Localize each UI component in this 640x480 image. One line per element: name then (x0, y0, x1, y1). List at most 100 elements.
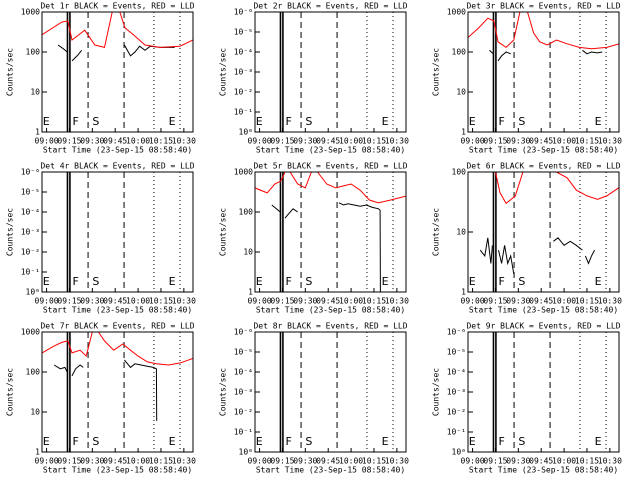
series-line (468, 172, 619, 205)
x-tick-label: 09:15 (57, 137, 81, 146)
y-tick-label: 10⁻² (234, 88, 253, 97)
x-tick-label: 10:00 (126, 297, 150, 306)
x-tick-label: 10:15 (362, 137, 386, 146)
plot-frame (254, 11, 407, 133)
x-tick-label: 10:00 (552, 137, 576, 146)
x-tick-label: 09:15 (270, 457, 294, 466)
interval-label: E (43, 435, 50, 448)
panel-title: Det 7r BLACK = Events, RED = LLD (40, 322, 194, 331)
y-axis-label: Counts/sec (6, 208, 15, 256)
series-line (42, 332, 193, 366)
x-tick-label: 10:30 (385, 137, 409, 146)
x-tick-label: 09:30 (293, 457, 317, 466)
interval-label: F (499, 115, 505, 128)
series-line (271, 202, 381, 292)
y-tick-label: 10⁻⁴ (21, 208, 40, 217)
y-tick-label: 10 (30, 408, 40, 417)
panel-title: Det 2r BLACK = Events, RED = LLD (253, 2, 407, 11)
y-tick-label: 10⁻⁵ (234, 348, 253, 357)
panel-title: Det 8r BLACK = Events, RED = LLD (253, 322, 407, 331)
x-tick-label: 09:30 (80, 457, 104, 466)
panel: Det 2r BLACK = Events, RED = LLD Start Ti… (219, 2, 410, 155)
y-tick-label: 10 (30, 88, 40, 97)
x-tick-label: 09:00 (461, 137, 485, 146)
x-axis-label: Start Time (23-Sep-15 08:58:40) (43, 146, 192, 155)
x-tick-label: 10:15 (362, 297, 386, 306)
interval-label: E (595, 275, 602, 288)
x-tick-label: 09:45 (529, 137, 553, 146)
panel: Det 7r BLACK = Events, RED = LLD Start Ti… (6, 322, 197, 475)
x-tick-label: 10:30 (598, 297, 622, 306)
interval-label: E (595, 435, 602, 448)
plot-frame (41, 331, 194, 453)
panel-title: Det 3r BLACK = Events, RED = LLD (466, 2, 620, 11)
y-tick-label: 10⁻⁴ (234, 48, 253, 57)
x-tick-label: 09:30 (80, 137, 104, 146)
panel: Det 6r BLACK = Events, RED = LLD Start Ti… (432, 162, 623, 315)
y-axis-label: Counts/sec (219, 208, 228, 256)
interval-label: E (382, 115, 389, 128)
interval-label: S (305, 435, 312, 448)
x-tick-label: 10:15 (575, 457, 599, 466)
y-tick-label: 10⁻⁴ (234, 368, 253, 377)
y-tick-label: 10⁻⁶ (21, 168, 40, 177)
series-line (255, 172, 406, 204)
x-axis-label: Start Time (23-Sep-15 08:58:40) (469, 466, 618, 475)
y-axis-label: Counts/sec (219, 48, 228, 96)
interval-label: F (499, 435, 505, 448)
plot-area (468, 12, 619, 132)
x-tick-label: 09:30 (506, 137, 530, 146)
x-tick-label: 09:45 (103, 457, 127, 466)
x-axis-label: Start Time (23-Sep-15 08:58:40) (256, 306, 405, 315)
interval-label: E (43, 275, 50, 288)
x-tick-label: 09:45 (529, 457, 553, 466)
plot-frame (467, 11, 620, 133)
interval-label: F (73, 435, 79, 448)
interval-label: E (595, 115, 602, 128)
y-tick-label: 10⁻¹ (234, 108, 253, 117)
interval-label: E (469, 435, 476, 448)
x-tick-label: 10:15 (149, 137, 173, 146)
plot-area (255, 172, 406, 292)
y-tick-label: 10⁻⁵ (447, 348, 466, 357)
interval-label: S (518, 275, 525, 288)
plot-frame (41, 171, 194, 293)
y-tick-label: 1000 (234, 168, 253, 177)
x-tick-label: 09:30 (506, 297, 530, 306)
x-tick-label: 10:30 (172, 457, 196, 466)
plot-area (279, 332, 394, 452)
y-tick-label: 10⁻⁶ (234, 328, 253, 337)
series-line (489, 49, 603, 62)
x-tick-label: 10:00 (339, 137, 363, 146)
interval-label: E (469, 275, 476, 288)
interval-label: E (382, 435, 389, 448)
x-tick-label: 10:00 (126, 457, 150, 466)
interval-label: S (92, 275, 99, 288)
x-tick-label: 10:30 (172, 137, 196, 146)
interval-label: E (256, 435, 263, 448)
y-tick-label: 10⁰ (452, 448, 466, 457)
x-axis-label: Start Time (23-Sep-15 08:58:40) (256, 466, 405, 475)
y-tick-label: 10⁻³ (21, 228, 40, 237)
y-tick-label: 10⁻⁴ (447, 368, 466, 377)
plot-frame (254, 331, 407, 453)
plot-area (492, 332, 607, 452)
interval-label: E (169, 115, 176, 128)
y-tick-label: 10 (456, 228, 466, 237)
x-tick-label: 10:00 (126, 137, 150, 146)
x-tick-label: 10:00 (552, 297, 576, 306)
plot-area (279, 12, 394, 132)
series-line (53, 359, 158, 421)
interval-label: E (382, 275, 389, 288)
x-axis-label: Start Time (23-Sep-15 08:58:40) (43, 306, 192, 315)
interval-label: S (518, 115, 525, 128)
y-tick-label: 10⁻³ (234, 68, 253, 77)
x-tick-label: 09:00 (461, 297, 485, 306)
x-tick-label: 09:30 (293, 297, 317, 306)
interval-label: F (73, 275, 79, 288)
y-axis-label: Counts/sec (6, 368, 15, 416)
x-tick-label: 09:00 (248, 457, 272, 466)
y-tick-label: 10 (243, 248, 253, 257)
y-tick-label: 10⁻⁶ (234, 8, 253, 17)
x-tick-label: 10:30 (598, 137, 622, 146)
